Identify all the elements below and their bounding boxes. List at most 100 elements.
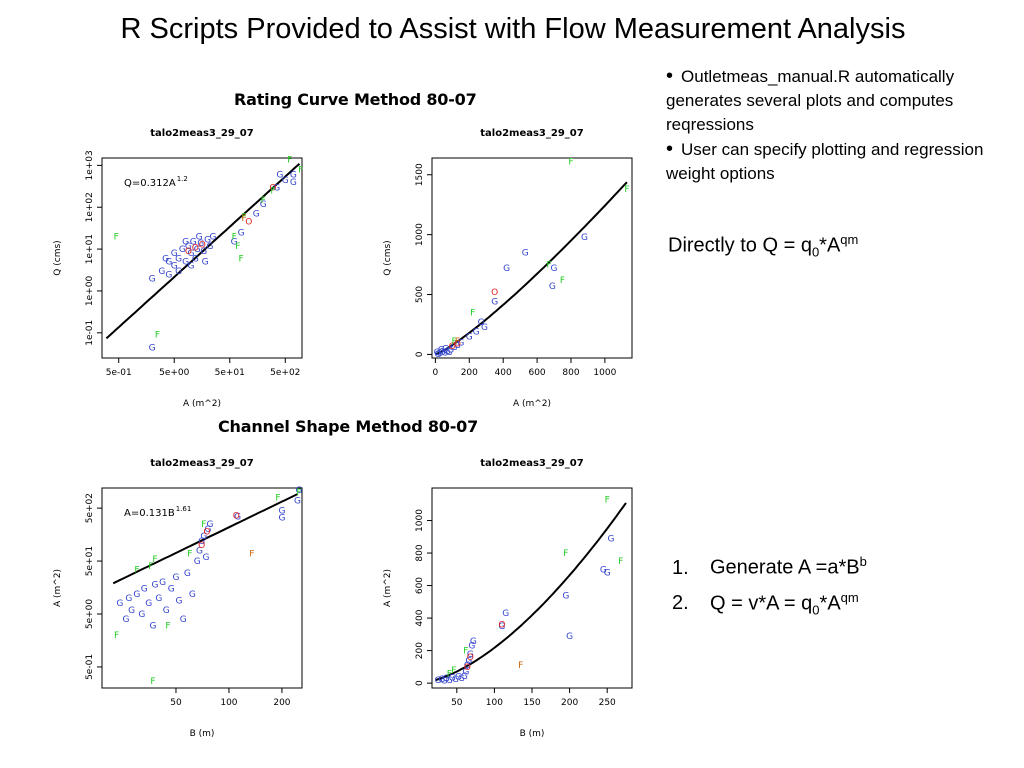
step-text: Q = v*A = q	[710, 592, 813, 615]
data-point: G	[455, 673, 462, 683]
data-point: G	[502, 609, 509, 619]
x-tick-label: 5e+01	[215, 368, 245, 378]
data-point: O	[449, 342, 456, 352]
y-tick-label: 1e+00	[85, 276, 95, 307]
step-subscript: 0	[812, 602, 820, 618]
x-tick-label: 150	[523, 698, 540, 708]
y-tick-label: 800	[415, 544, 425, 561]
data-point: G	[198, 537, 205, 547]
data-point: G	[581, 233, 588, 243]
bullet-dot-icon: •	[666, 138, 674, 160]
plot-frame	[101, 487, 303, 689]
x-tick-label: 1000	[593, 368, 616, 378]
data-point: F	[261, 196, 266, 206]
data-point: O	[245, 218, 252, 228]
chart-channel-shape-linear: talo2meas3_29_07 50 100 150 200 250 0 200 400 600…	[383, 458, 633, 739]
data-point: G	[276, 171, 283, 181]
data-point: G	[149, 343, 156, 353]
data-point: G	[145, 599, 152, 609]
y-tick-label: 500	[415, 286, 425, 303]
fit-line	[112, 493, 298, 585]
data-point: G	[189, 590, 196, 600]
data-point: G	[202, 258, 209, 268]
y-axis-label: Q (cms)	[53, 240, 63, 275]
x-tick-label: 250	[599, 698, 616, 708]
data-point: G	[438, 675, 445, 685]
data-point: G	[133, 590, 140, 600]
y-tick-label: 5e+01	[85, 546, 95, 576]
data-point: F	[298, 165, 303, 175]
chart-title: talo2meas3_29_07	[480, 128, 584, 139]
slide-title: R Scripts Provided to Assist with Flow M…	[120, 13, 906, 45]
data-point: G	[452, 675, 459, 685]
formula-subscript: 0	[811, 244, 820, 260]
data-point: G	[151, 581, 158, 591]
data-point: G	[141, 585, 148, 595]
step-text: *A	[819, 592, 841, 615]
y-tick-label: 1000	[415, 509, 425, 532]
data-point: F	[150, 677, 155, 687]
data-point: G	[202, 553, 209, 563]
x-tick-label: 5e-01	[106, 368, 132, 378]
data-point: F	[605, 495, 610, 505]
data-point: G	[175, 267, 182, 277]
data-point: G	[522, 249, 529, 259]
bullet-item: • User can specify plotting and regressio…	[666, 137, 1016, 186]
x-tick-label: 200	[461, 368, 478, 378]
data-point: G	[192, 254, 199, 264]
data-point: F	[239, 254, 244, 264]
y-tick-label: 1e+02	[85, 192, 95, 222]
y-axis-label: A (m^2)	[383, 569, 393, 607]
data-point: G	[138, 610, 145, 620]
data-point: F	[568, 158, 573, 168]
x-axis-label: B (m)	[190, 729, 215, 739]
data-point: O	[269, 183, 276, 193]
data-point: G	[282, 176, 289, 186]
x-tick-label: 50	[451, 698, 463, 708]
fit-equation-exponent: 1.61	[176, 505, 192, 513]
data-point: G	[278, 514, 285, 524]
y-tick-label: 5e-01	[85, 654, 95, 680]
data-point: G	[278, 507, 285, 517]
data-point: G	[498, 622, 505, 632]
data-point: F	[518, 661, 523, 671]
data-point: F	[152, 555, 157, 565]
data-point: G	[234, 512, 241, 522]
data-point: F	[165, 622, 170, 632]
data-point: F	[134, 565, 139, 575]
fit-line	[105, 162, 301, 340]
y-tick-label: 1000	[415, 223, 425, 246]
step-item: 2. Q = v*A = q0*Aqm	[672, 583, 867, 626]
section-heading-rating-curve: Rating Curve Method 80-07	[234, 90, 477, 109]
data-point: G	[200, 532, 207, 542]
data-point: G	[194, 557, 201, 567]
fit-equation: A=0.131B	[124, 508, 175, 519]
data-point: G	[165, 270, 172, 280]
formula-text: Directly to Q = q	[668, 234, 812, 257]
y-tick-label: 1e-01	[85, 320, 95, 346]
data-point: G	[149, 274, 156, 284]
step-number: 1.	[672, 556, 689, 579]
data-point: F	[618, 557, 623, 567]
data-point: F	[463, 647, 468, 657]
bullet-text: User can specify plotting and regression…	[666, 140, 984, 183]
data-point: G	[566, 632, 573, 642]
data-point: G	[551, 264, 558, 274]
data-point: F	[287, 155, 292, 165]
data-point: G	[171, 249, 178, 259]
data-point: G	[607, 534, 614, 544]
data-point: G	[444, 347, 451, 357]
y-tick-label: 5e+00	[85, 599, 95, 630]
chart-title: talo2meas3_29_07	[480, 458, 584, 469]
y-tick-label: 1e+01	[85, 234, 95, 264]
data-point: G	[204, 525, 211, 535]
data-point: G	[175, 596, 182, 606]
data-point: G	[465, 656, 472, 666]
data-point: G	[194, 245, 201, 255]
step-superscript: qm	[840, 589, 859, 605]
steps-list: 1. Generate A =a*Bb 2. Q = v*A = q0*Aqm	[672, 547, 867, 625]
data-point: F	[470, 308, 475, 318]
data-point: G	[446, 676, 453, 686]
data-point: G	[171, 262, 178, 272]
data-point: F	[451, 337, 456, 347]
